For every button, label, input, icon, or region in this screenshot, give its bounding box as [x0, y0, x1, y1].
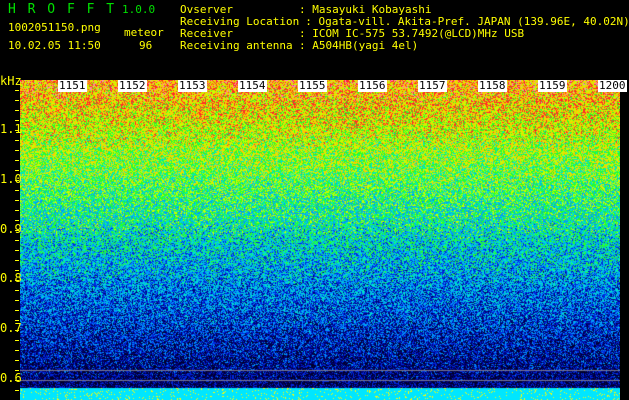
app-version: 1.0.0 [122, 3, 155, 16]
y-tick [15, 130, 19, 131]
info-row: Receiving antenna : A504HB(yagi 4el) [180, 40, 418, 52]
meteor-count: 96 [139, 40, 152, 52]
app-title: H R O F F T [8, 2, 116, 17]
y-tick [15, 280, 19, 281]
y-tick [15, 140, 19, 141]
y-tick [15, 120, 19, 121]
y-tick [15, 240, 19, 241]
datetime: 10.02.05 11:50 [8, 40, 101, 52]
y-tick-label: 1.0 [0, 172, 22, 186]
time-label: 1154 [238, 80, 267, 92]
y-tick [15, 100, 19, 101]
y-tick [15, 190, 19, 191]
time-label: 1151 [58, 80, 87, 92]
time-label: 1200 [598, 80, 627, 92]
y-tick [15, 330, 19, 331]
y-tick [15, 380, 19, 381]
y-tick-label: 0.9 [0, 222, 22, 236]
y-tick [15, 260, 19, 261]
y-tick [15, 200, 19, 201]
y-tick [15, 320, 19, 321]
y-tick [15, 220, 19, 221]
y-tick [15, 230, 19, 231]
y-tick-label: 0.6 [0, 371, 22, 385]
meteor-label: meteor [124, 27, 164, 39]
y-tick [15, 170, 19, 171]
y-tick [15, 180, 19, 181]
y-tick [15, 360, 19, 361]
time-label: 1153 [178, 80, 207, 92]
time-label: 1156 [358, 80, 387, 92]
y-tick [15, 110, 19, 111]
y-tick [15, 160, 19, 161]
info-label: Receiving antenna [180, 40, 293, 52]
y-tick [15, 370, 19, 371]
y-tick [15, 270, 19, 271]
spectrogram [20, 80, 620, 400]
y-tick [15, 350, 19, 351]
y-tick [15, 90, 19, 91]
info-value: : A504HB(yagi 4el) [299, 40, 418, 52]
time-label: 1159 [538, 80, 567, 92]
y-tick-label: 0.8 [0, 271, 22, 285]
y-tick [15, 310, 19, 311]
y-tick-label: 1.1 [0, 122, 22, 136]
y-tick [15, 340, 19, 341]
y-tick [15, 390, 19, 391]
y-tick [15, 290, 19, 291]
y-unit: kHz [0, 74, 22, 88]
filename: 1002051150.png [8, 22, 101, 34]
y-tick [15, 210, 19, 211]
y-tick [15, 150, 19, 151]
y-tick [15, 250, 19, 251]
time-label: 1155 [298, 80, 327, 92]
y-tick-label: 0.7 [0, 321, 22, 335]
y-tick [15, 300, 19, 301]
time-label: 1158 [478, 80, 507, 92]
time-label: 1157 [418, 80, 447, 92]
time-label: 1152 [118, 80, 147, 92]
